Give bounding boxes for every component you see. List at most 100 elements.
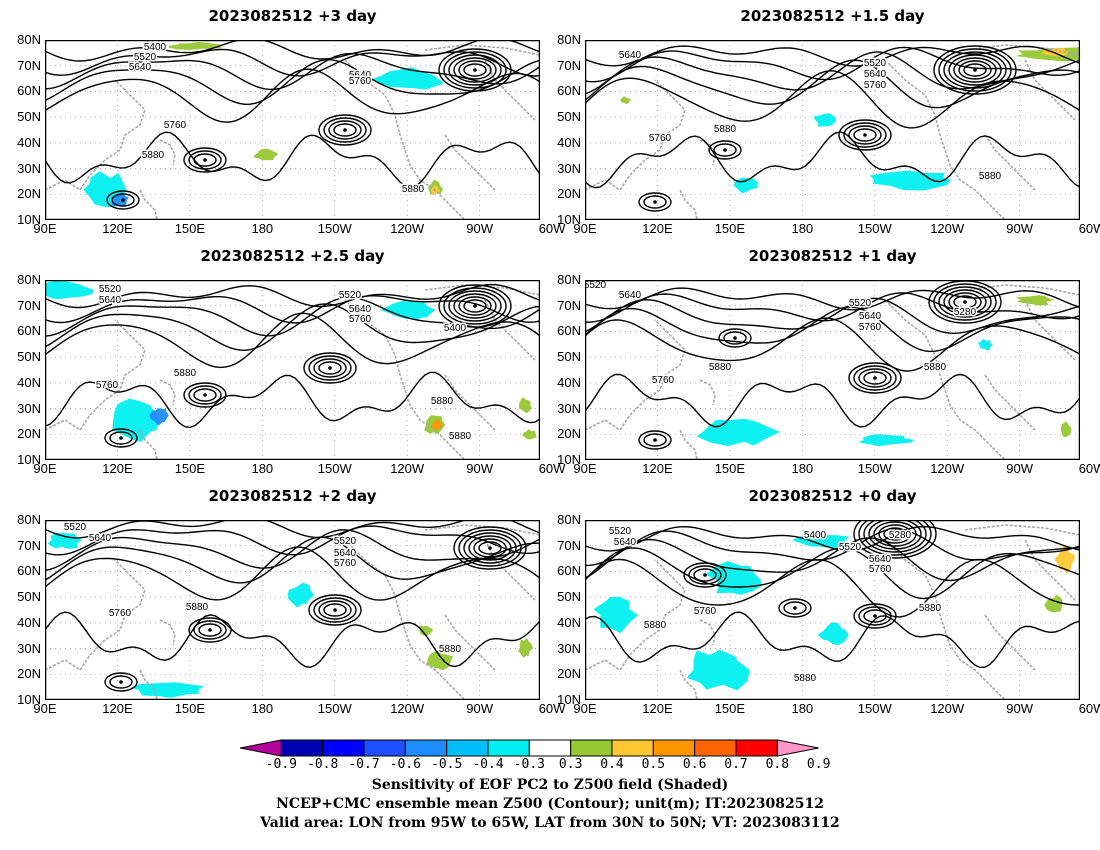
sensitivity-shading (112, 398, 160, 443)
closed-contour (858, 368, 892, 388)
sensitivity-shading (253, 148, 279, 161)
closed-contour (843, 122, 887, 148)
closed-contour (873, 521, 917, 547)
lon-tick-label: 90E (573, 461, 597, 476)
sensitivity-shading (813, 113, 837, 127)
lat-tick-label: 50N (17, 589, 41, 605)
closed-contour (848, 125, 882, 145)
colorbar-tick-label: -0.6 (389, 757, 421, 772)
closed-contour (953, 57, 997, 83)
sensitivity-shading (149, 408, 169, 426)
contour-label: 5280 (954, 307, 977, 318)
closed-contour (943, 289, 987, 315)
contour-label: 5880 (174, 368, 197, 379)
coastline (159, 619, 176, 646)
closed-contour (468, 535, 512, 561)
colorbar-swatch (652, 739, 696, 757)
lat-tick-label: 40N (17, 134, 41, 150)
closed-contour (323, 117, 367, 143)
lon-tick-label: 90W (466, 701, 493, 716)
sensitivity-shading (858, 434, 915, 447)
sensitivity-shading (417, 625, 434, 637)
colorbar-swatch (735, 739, 778, 757)
contour-label: 5880 (714, 124, 737, 135)
height-contour (45, 312, 540, 369)
center-dot (863, 133, 867, 137)
lat-tick-label: 80N (557, 512, 581, 527)
lon-tick-label: 150W (317, 701, 352, 716)
closed-contour (188, 617, 232, 643)
lon-tick-label: 90W (1006, 461, 1033, 476)
height-contour (585, 131, 1080, 189)
closed-contour (183, 147, 227, 173)
lat-tick-label: 60N (557, 563, 581, 579)
panel-title: 2023082512 +2.5 day (200, 247, 385, 265)
coastline (699, 139, 716, 166)
lon-tick-label: 150E (714, 221, 746, 236)
contour-label: 5880 (439, 644, 462, 655)
colorbar-tick-label: 0.6 (682, 757, 707, 772)
contour-label: 5760 (164, 120, 187, 131)
lon-tick-label: 150E (714, 461, 746, 476)
coastline (344, 539, 466, 700)
closed-contour (643, 433, 667, 447)
lon-tick-label: 150W (857, 221, 892, 236)
height-contour (585, 45, 1080, 67)
map-frame (585, 280, 1080, 460)
lon-tick-label: 120E (102, 221, 133, 236)
center-dot (873, 614, 877, 618)
center-dot (119, 680, 123, 684)
lat-tick-label: 50N (557, 589, 581, 605)
closed-contour (323, 603, 347, 617)
lat-tick-label: 10N (17, 692, 41, 707)
sensitivity-shading (977, 338, 993, 351)
center-dot (203, 393, 207, 397)
lat-tick-label: 60N (557, 83, 581, 99)
colorbar-tick-label: 0.5 (641, 757, 666, 772)
contour-label: 5880 (431, 396, 454, 407)
height-contour (45, 546, 540, 601)
coastline (45, 319, 146, 432)
contour-label: 5520 (864, 58, 887, 69)
coastline (884, 59, 1006, 220)
closed-contour (193, 620, 227, 640)
panel-title: 2023082512 +2 day (208, 487, 377, 505)
lon-tick-label: 120E (642, 461, 673, 476)
height-contour (45, 529, 540, 572)
map-frame (45, 40, 540, 220)
height-contour (585, 525, 1080, 552)
contour-label: 5640 (619, 290, 642, 301)
lon-tick-label: 180 (791, 461, 814, 476)
closed-contour (443, 51, 507, 89)
sensitivity-shading (426, 650, 454, 671)
contour-label: 5400 (444, 323, 467, 334)
closed-contour (188, 150, 222, 170)
sensitivity-shading (130, 682, 205, 698)
lat-tick-label: 60N (17, 323, 41, 339)
height-contour (585, 297, 1080, 335)
lon-tick-label: 180 (251, 221, 274, 236)
closed-contour (858, 520, 932, 556)
coastline (444, 374, 496, 431)
lat-tick-label: 10N (557, 692, 581, 707)
lat-tick-label: 30N (557, 160, 581, 176)
closed-contour (863, 520, 927, 553)
lon-tick-label: 90E (33, 461, 57, 476)
closed-contour (863, 371, 887, 385)
contour-label: 5880 (924, 362, 947, 373)
coastline (139, 669, 158, 700)
closed-contour (933, 283, 997, 321)
sensitivity-shading (817, 622, 849, 646)
coastline (585, 79, 686, 192)
colorbar-end-arrow (776, 739, 819, 757)
lon-tick-label: 90E (573, 221, 597, 236)
lat-tick-label: 30N (17, 640, 41, 656)
lon-tick-label: 60W (1078, 221, 1100, 236)
lat-tick-label: 20N (557, 426, 581, 442)
colorbar-tick-label: 0.8 (765, 757, 790, 772)
lon-tick-label: 90E (573, 701, 597, 716)
closed-contour (478, 541, 502, 555)
